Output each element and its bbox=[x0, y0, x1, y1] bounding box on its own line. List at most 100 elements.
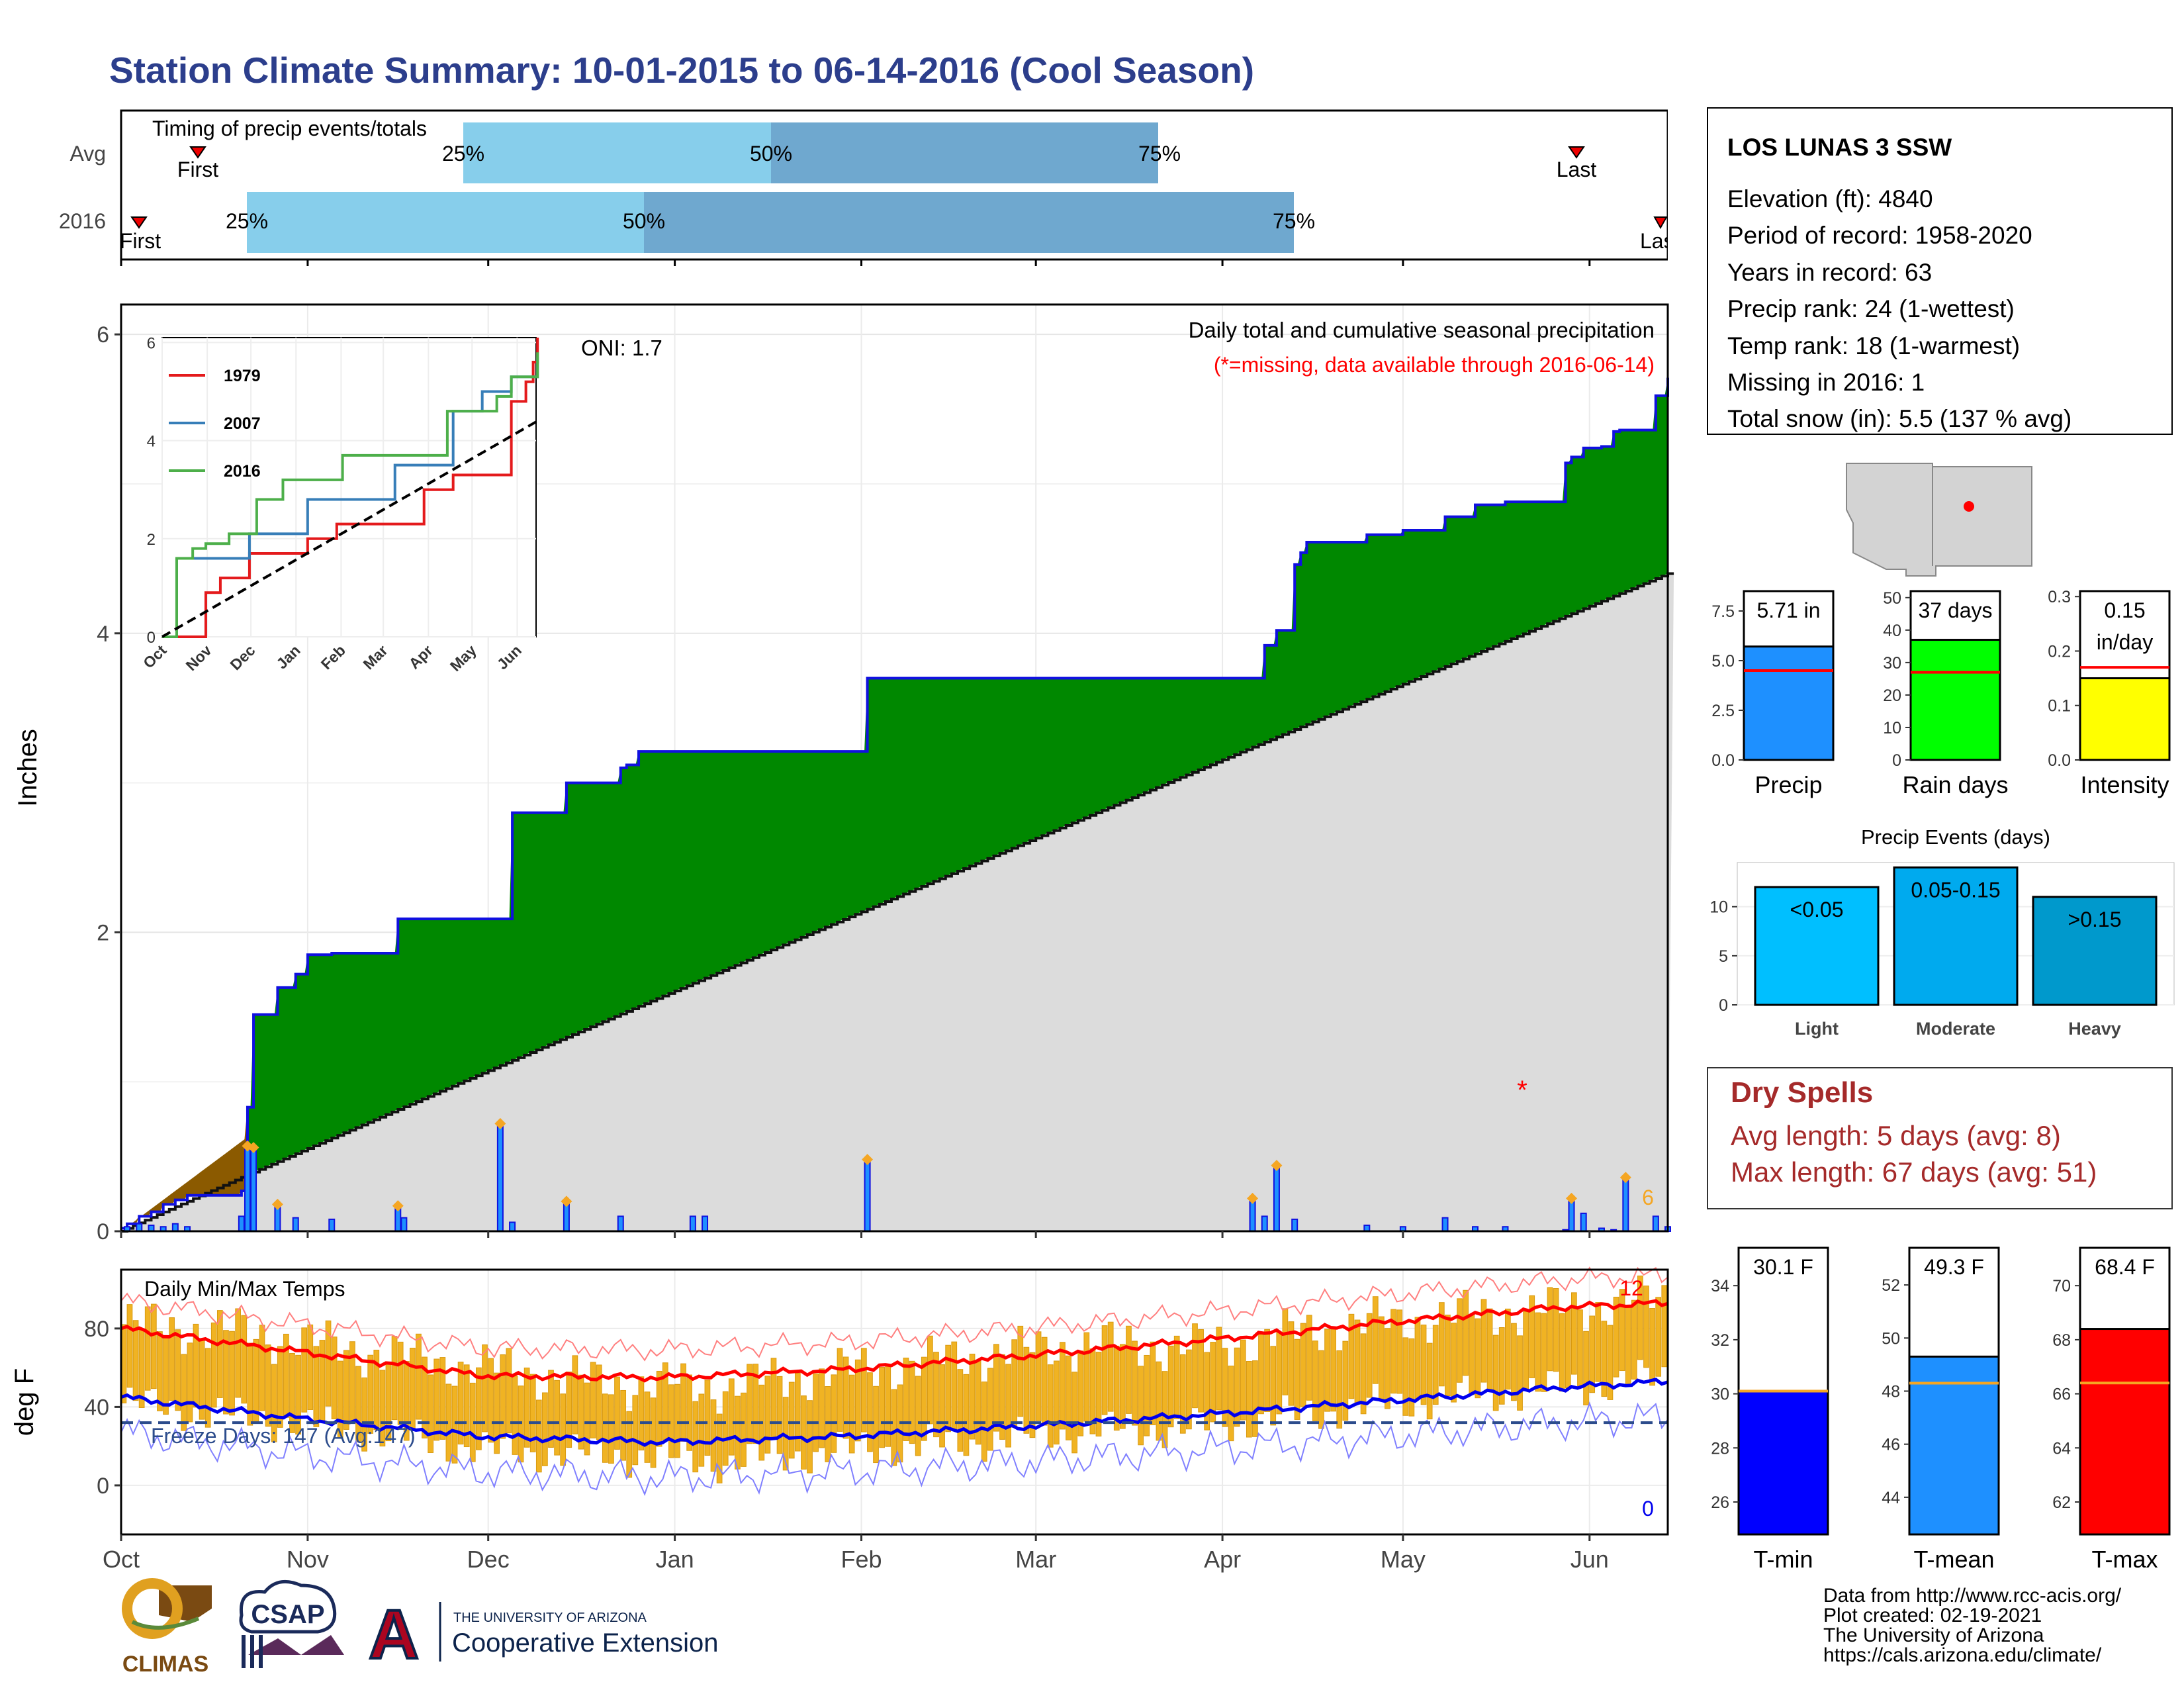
main-y-axis: 0 2 4 6 bbox=[97, 322, 121, 1244]
temp-range-bar bbox=[494, 1372, 500, 1454]
temp-range-bar bbox=[1138, 1366, 1144, 1446]
temp-range-bar bbox=[1228, 1366, 1234, 1442]
inset-legend-label: 1979 bbox=[224, 367, 261, 385]
temp-summary-1-value-label: 49.3 F bbox=[1924, 1255, 1984, 1279]
daily-precip-bar bbox=[250, 1147, 257, 1232]
station-line-2: Period of record: 1958-2020 bbox=[1727, 222, 2032, 249]
footer-credits: Data from http://www.rcc-acis.org/ Plot … bbox=[1823, 1585, 2122, 1666]
main-x-axis-ticks bbox=[120, 1231, 1591, 1238]
temp-range-bar bbox=[722, 1391, 729, 1466]
temperature-chart: Daily Min/Max Temps Freeze Days: 147 (Av… bbox=[10, 1266, 1669, 1573]
temp-range-bar bbox=[439, 1357, 446, 1440]
inset-series-1979 bbox=[162, 338, 539, 638]
temp-range-bar bbox=[921, 1356, 927, 1441]
daily-precip-bar bbox=[244, 1145, 251, 1232]
month-label-feb: Feb bbox=[841, 1546, 882, 1573]
events-bar-light bbox=[1754, 886, 1880, 1006]
month-label-jan: Jan bbox=[656, 1546, 694, 1573]
timing-avg-q25: 25% bbox=[442, 142, 484, 165]
heavy-event-marker bbox=[1566, 1192, 1577, 1204]
avg-cumulative-line bbox=[121, 572, 1674, 1233]
temp-range-bar bbox=[1324, 1329, 1330, 1412]
month-label-oct: Oct bbox=[103, 1546, 140, 1573]
daily-precip-bar bbox=[617, 1215, 624, 1232]
precip-summary-0-bar bbox=[1743, 645, 1835, 761]
temp-range-bar bbox=[1553, 1288, 1559, 1372]
temp-range-bar bbox=[1475, 1318, 1481, 1399]
temp-range-bar bbox=[379, 1370, 386, 1447]
temp-range-bar bbox=[163, 1335, 169, 1415]
precip-summary-2-ytick-label: 0.2 bbox=[2048, 642, 2071, 661]
temp-range-bar bbox=[367, 1354, 374, 1434]
timing-avg-q75: 75% bbox=[1138, 142, 1181, 165]
temp-range-bar bbox=[1029, 1352, 1036, 1438]
precip-summary-1-ytick-label: 30 bbox=[1883, 654, 1901, 673]
precip-summary-2-category-label: Intensity bbox=[2080, 771, 2169, 798]
avg-min-line bbox=[120, 1378, 1668, 1447]
temp-range-bar bbox=[860, 1348, 867, 1432]
temp-summary-2-ytick-label: 70 bbox=[2052, 1277, 2071, 1295]
temp-range-bar bbox=[1565, 1309, 1571, 1389]
temp-range-bar bbox=[391, 1336, 398, 1421]
events-ytick-label: 10 bbox=[1709, 898, 1728, 917]
temp-range-bar bbox=[1288, 1321, 1295, 1406]
temp-range-bar bbox=[1167, 1345, 1174, 1428]
temp-range-bar bbox=[578, 1374, 584, 1450]
temp-range-bar bbox=[241, 1315, 248, 1404]
temp-range-bar bbox=[1613, 1296, 1619, 1378]
timing-2016-first-marker bbox=[130, 216, 148, 229]
temp-summary-2-bar bbox=[2079, 1328, 2171, 1536]
temp-range-bar bbox=[535, 1399, 542, 1473]
temp-range-bar bbox=[265, 1344, 271, 1427]
csap-logo-text: CSAP bbox=[251, 1600, 324, 1629]
temp-range-bar bbox=[776, 1376, 783, 1454]
temp-range-bar bbox=[187, 1342, 193, 1423]
temp-range-bar bbox=[1535, 1312, 1541, 1392]
temp-range-bar bbox=[126, 1304, 133, 1388]
temp-range-bar bbox=[854, 1359, 861, 1442]
temp-range-bar bbox=[1318, 1350, 1324, 1429]
timing-avg-last-label: Last bbox=[1557, 158, 1597, 181]
temp-ylabel: deg F bbox=[10, 1368, 39, 1436]
temp-summary-1-ytick-label: 52 bbox=[1882, 1276, 1900, 1295]
daily-precip-bar bbox=[1291, 1218, 1298, 1232]
temp-range-bar bbox=[1396, 1309, 1403, 1394]
temp-range-bar bbox=[422, 1356, 428, 1438]
temp-range-bar bbox=[1511, 1323, 1517, 1401]
temp-range-bar bbox=[289, 1352, 295, 1433]
temp-range-bar bbox=[1420, 1325, 1427, 1405]
heavy-event-count: 6 bbox=[1642, 1186, 1654, 1209]
temp-range-bar bbox=[1132, 1340, 1138, 1426]
record-max-line bbox=[120, 1266, 1668, 1362]
temp-range-bar bbox=[963, 1374, 970, 1456]
temp-range-bar bbox=[259, 1325, 265, 1411]
temp-range-bar bbox=[529, 1374, 536, 1452]
temp-range-bar bbox=[229, 1331, 235, 1416]
daily-precip-bar bbox=[1622, 1176, 1629, 1233]
temp-range-bar bbox=[548, 1370, 554, 1448]
temp-range-bar bbox=[542, 1392, 548, 1466]
temp-range-bar bbox=[1264, 1329, 1270, 1412]
temp-range-bar bbox=[638, 1376, 645, 1451]
temp-range-bar bbox=[1619, 1289, 1625, 1372]
footer-line-4: https://cals.arizona.edu/climate/ bbox=[1823, 1644, 2102, 1666]
timing-panel: Timing of precip events/totals Avg 2016 … bbox=[59, 106, 1694, 266]
station-name: LOS LUNAS 3 SSW bbox=[1727, 134, 1952, 161]
heavy-event-marker bbox=[862, 1154, 874, 1166]
dry-spells-max: Max length: 67 days (avg: 51) bbox=[1731, 1156, 2097, 1188]
above-average-area bbox=[247, 377, 1668, 1175]
temp-range-bar bbox=[933, 1352, 939, 1438]
temp-range-bar bbox=[957, 1369, 964, 1452]
temp-summary-1-category-label: T-mean bbox=[1913, 1546, 1994, 1573]
temp-range-bar bbox=[1547, 1287, 1553, 1372]
temp-range-bar bbox=[247, 1342, 253, 1426]
temp-summary-0-bar bbox=[1737, 1390, 1829, 1536]
temp-summary-2-ytick-label: 64 bbox=[2052, 1439, 2071, 1458]
temp-range-bar bbox=[927, 1335, 933, 1425]
temp-range-bar bbox=[1179, 1354, 1186, 1434]
precip-summary-0-category-label: Precip bbox=[1754, 771, 1822, 798]
heavy-event-marker bbox=[1619, 1172, 1631, 1184]
precip-summary-2-ytick-label: 0.3 bbox=[2048, 588, 2071, 606]
daily-precip-bar bbox=[292, 1217, 299, 1232]
page-title: Station Climate Summary: 10-01-2015 to 0… bbox=[109, 50, 1254, 91]
